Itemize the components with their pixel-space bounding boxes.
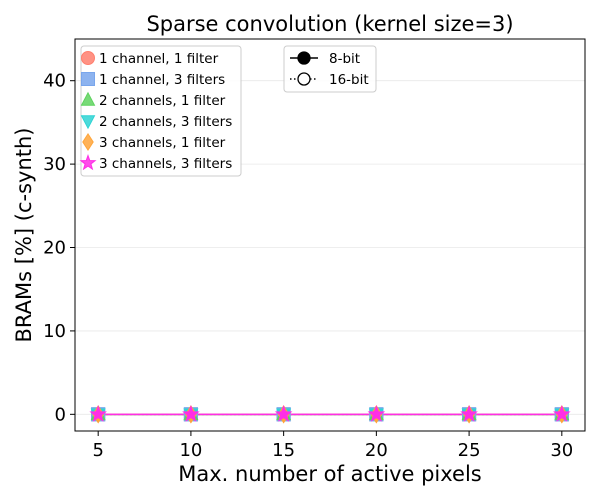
bit-width-legend: 8-bit 16-bit bbox=[283, 45, 377, 93]
x-tick-label: 20 bbox=[365, 440, 388, 461]
y-tick-label: 30 bbox=[43, 154, 66, 175]
series-legend: 1 channel, 1 filter 1 channel, 3 filters 2… bbox=[79, 45, 242, 177]
x-axis-ticks: 5 10 15 20 25 30 bbox=[92, 431, 573, 461]
y-axis-ticks: 0 10 20 30 40 bbox=[43, 71, 75, 425]
chart-title: Sparse convolution (kernel size=3) bbox=[146, 12, 513, 36]
y-axis-label: BRAMs [%] (c-synth) bbox=[12, 128, 36, 343]
legend-marker bbox=[81, 51, 95, 65]
data-point-16bit bbox=[89, 405, 107, 422]
y-tick-label: 0 bbox=[55, 404, 66, 425]
legend-marker bbox=[80, 115, 96, 130]
legend-marker bbox=[80, 91, 96, 106]
x-tick-label: 5 bbox=[92, 440, 103, 461]
legend-label: 2 channels, 1 filter bbox=[99, 93, 226, 109]
data-point-16bit bbox=[367, 405, 386, 422]
legend-label: 2 channels, 3 filters bbox=[99, 114, 232, 130]
y-tick-label: 40 bbox=[43, 71, 66, 92]
x-axis-label: Max. number of active pixels bbox=[178, 462, 481, 486]
y-tick-label: 20 bbox=[43, 238, 66, 259]
style-legend-label: 8-bit bbox=[329, 51, 360, 67]
legend-marker bbox=[82, 132, 94, 152]
data-point-16bit bbox=[460, 405, 478, 422]
data-point-16bit bbox=[182, 405, 200, 422]
legend-label: 3 channels, 1 filter bbox=[99, 135, 226, 151]
legend-frame bbox=[80, 45, 242, 177]
x-tick-label: 15 bbox=[272, 440, 295, 461]
data-point-16bit bbox=[274, 405, 293, 422]
style-legend-marker bbox=[297, 51, 311, 65]
x-tick-label: 25 bbox=[458, 440, 481, 461]
legend-label: 3 channels, 3 filters bbox=[99, 156, 232, 172]
data-point-16bit bbox=[553, 405, 571, 422]
y-tick-label: 10 bbox=[43, 321, 66, 342]
style-legend-marker bbox=[297, 72, 311, 86]
legend-marker bbox=[79, 154, 97, 171]
plot-area-frame bbox=[74, 38, 586, 432]
x-tick-label: 10 bbox=[179, 440, 202, 461]
legend-label: 1 channel, 3 filters bbox=[99, 72, 225, 88]
legend-label: 1 channel, 1 filter bbox=[99, 51, 219, 67]
x-tick-label: 30 bbox=[550, 440, 573, 461]
style-legend-label: 16-bit bbox=[329, 72, 369, 88]
legend-marker bbox=[81, 72, 95, 86]
series-layer bbox=[89, 405, 571, 424]
